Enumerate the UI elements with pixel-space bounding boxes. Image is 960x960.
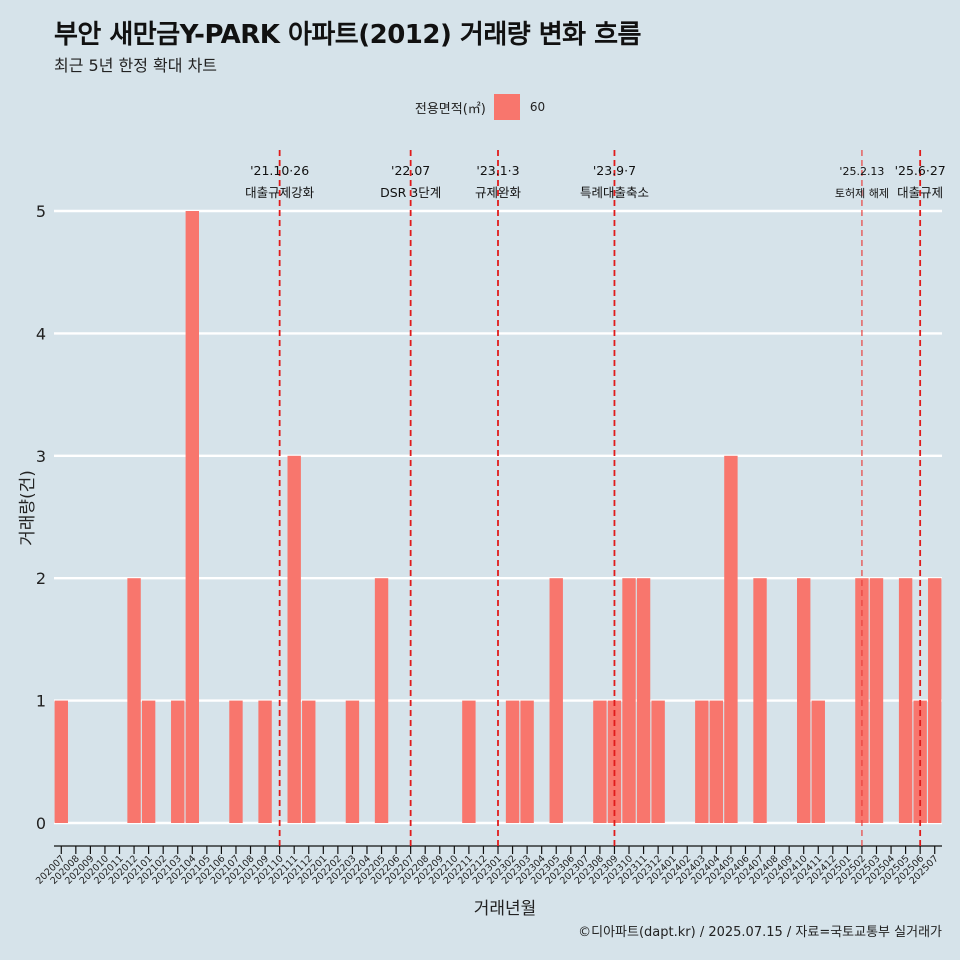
bar bbox=[520, 700, 534, 823]
event-date-label: '22.07 bbox=[391, 163, 430, 178]
bar bbox=[258, 700, 272, 823]
x-axis-title: 거래년월 bbox=[474, 899, 537, 919]
y-tick-label: 4 bbox=[36, 324, 46, 343]
bar bbox=[797, 578, 811, 823]
bar bbox=[651, 700, 665, 823]
bar bbox=[374, 578, 389, 823]
bar bbox=[724, 455, 738, 823]
bar bbox=[869, 578, 884, 823]
event-date-label: '21.10·26 bbox=[250, 163, 309, 178]
legend: 전용면적(㎡) 60 bbox=[0, 94, 960, 120]
event-name-label: 대출규제 bbox=[897, 185, 943, 200]
bar bbox=[302, 700, 316, 823]
caption: ©디아파트(dapt.kr) / 2025.07.15 / 자료=국토교통부 실… bbox=[578, 925, 942, 940]
bar bbox=[622, 578, 636, 823]
chart-subtitle: 최근 5년 한정 확대 차트 bbox=[54, 56, 218, 75]
bar bbox=[695, 700, 709, 823]
event-name-label: 대출규제강화 bbox=[245, 185, 315, 200]
bar bbox=[141, 700, 156, 823]
event-date-label: '23.1·3 bbox=[476, 163, 519, 178]
event-date-label: '23.9·7 bbox=[593, 163, 636, 178]
y-tick-label: 3 bbox=[36, 447, 46, 466]
y-axis-title: 거래량(건) bbox=[18, 470, 38, 546]
y-tick-label: 1 bbox=[36, 692, 46, 711]
bar bbox=[171, 700, 185, 823]
bar bbox=[127, 578, 141, 823]
y-tick-label: 5 bbox=[36, 202, 46, 221]
bar bbox=[505, 700, 520, 823]
bar bbox=[811, 700, 825, 823]
legend-item-label: 60 bbox=[529, 100, 546, 114]
event-name-label: 특례대출축소 bbox=[580, 185, 649, 200]
bar bbox=[462, 700, 476, 823]
y-tick-label: 2 bbox=[36, 569, 46, 588]
bar bbox=[709, 700, 724, 823]
legend-swatch bbox=[493, 94, 520, 120]
bar bbox=[287, 455, 301, 823]
bar bbox=[54, 700, 68, 823]
bar bbox=[753, 578, 767, 823]
chart-title: 부안 새만금Y-PARK 아파트(2012) 거래량 변화 흐름 bbox=[54, 20, 641, 50]
event-name-label: 규제완화 bbox=[475, 185, 522, 200]
bar bbox=[593, 700, 607, 823]
bar bbox=[636, 578, 651, 823]
bar bbox=[185, 211, 199, 823]
bar bbox=[549, 578, 563, 823]
bar bbox=[345, 700, 360, 823]
event-date-label: '25.6·27 bbox=[895, 163, 946, 178]
event-name-label: DSR 3단계 bbox=[380, 185, 441, 200]
bar bbox=[928, 578, 942, 823]
bar bbox=[229, 700, 243, 823]
legend-title: 전용면적(㎡) bbox=[414, 101, 486, 117]
bar bbox=[898, 578, 913, 823]
y-tick-label: 0 bbox=[36, 814, 46, 833]
event-date-label: '25.2.13 bbox=[839, 165, 884, 178]
event-name-label: 토허제 해제 bbox=[835, 186, 889, 200]
